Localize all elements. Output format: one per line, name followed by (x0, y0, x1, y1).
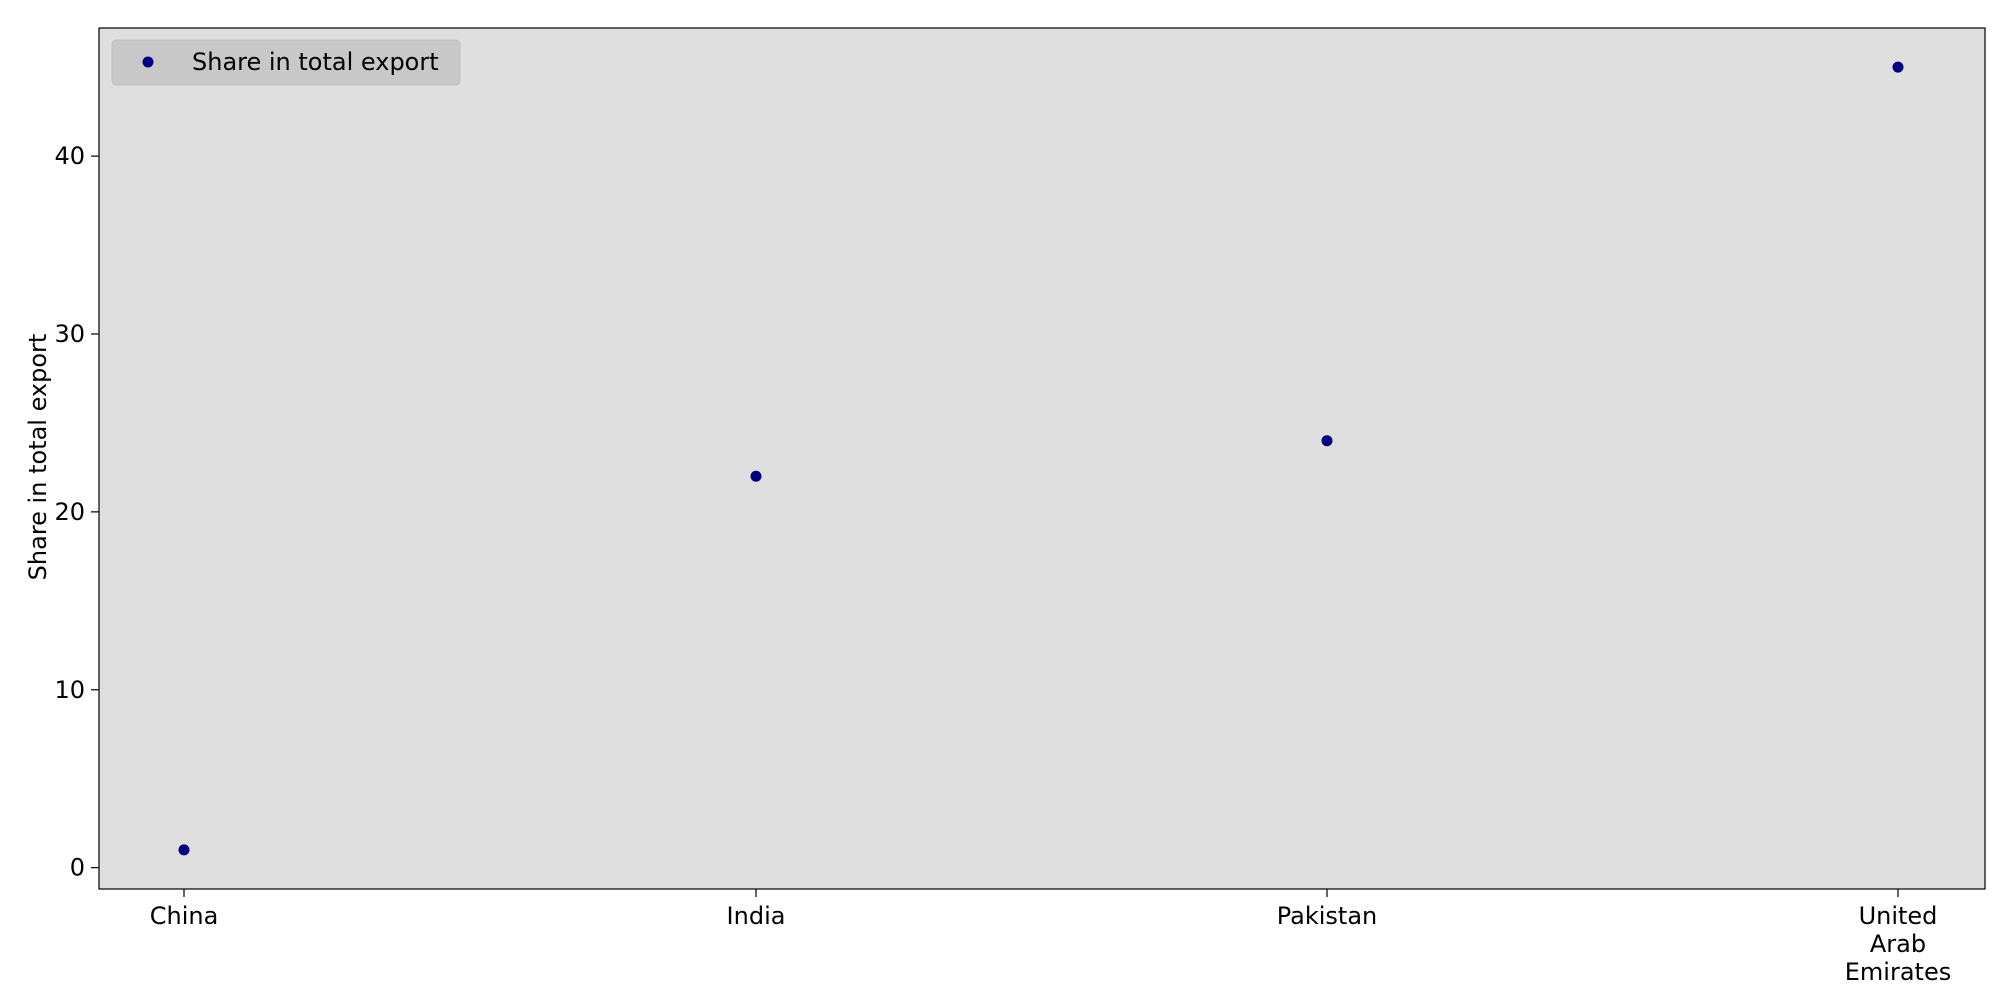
plot-background (98, 27, 1986, 890)
plot-area (98, 27, 1986, 890)
data-point (1892, 61, 1904, 73)
data-point (178, 844, 190, 856)
x-tick-label: India (727, 902, 786, 930)
y-axis: 0 10 20 30 40 (54, 142, 99, 882)
legend-label: Share in total export (192, 48, 439, 76)
legend-marker (142, 56, 154, 68)
y-axis-label: Share in total export (24, 334, 52, 581)
x-tick-label: China (150, 902, 219, 930)
legend-box (111, 39, 461, 86)
data-points (178, 61, 1904, 856)
y-tick-label: 20 (54, 498, 85, 526)
data-point (750, 470, 762, 482)
y-tick-label: 0 (70, 854, 85, 882)
x-tick-label: United Arab Emirates (1845, 902, 1951, 986)
y-tick-label: 30 (54, 320, 85, 348)
legend: Share in total export (111, 39, 461, 86)
data-point (1321, 435, 1333, 447)
y-tick-label: 10 (54, 676, 85, 704)
x-axis: China India Pakistan United Arab Emirates (150, 889, 1951, 986)
x-tick-label: Pakistan (1277, 902, 1378, 930)
y-tick-label: 40 (54, 142, 85, 170)
